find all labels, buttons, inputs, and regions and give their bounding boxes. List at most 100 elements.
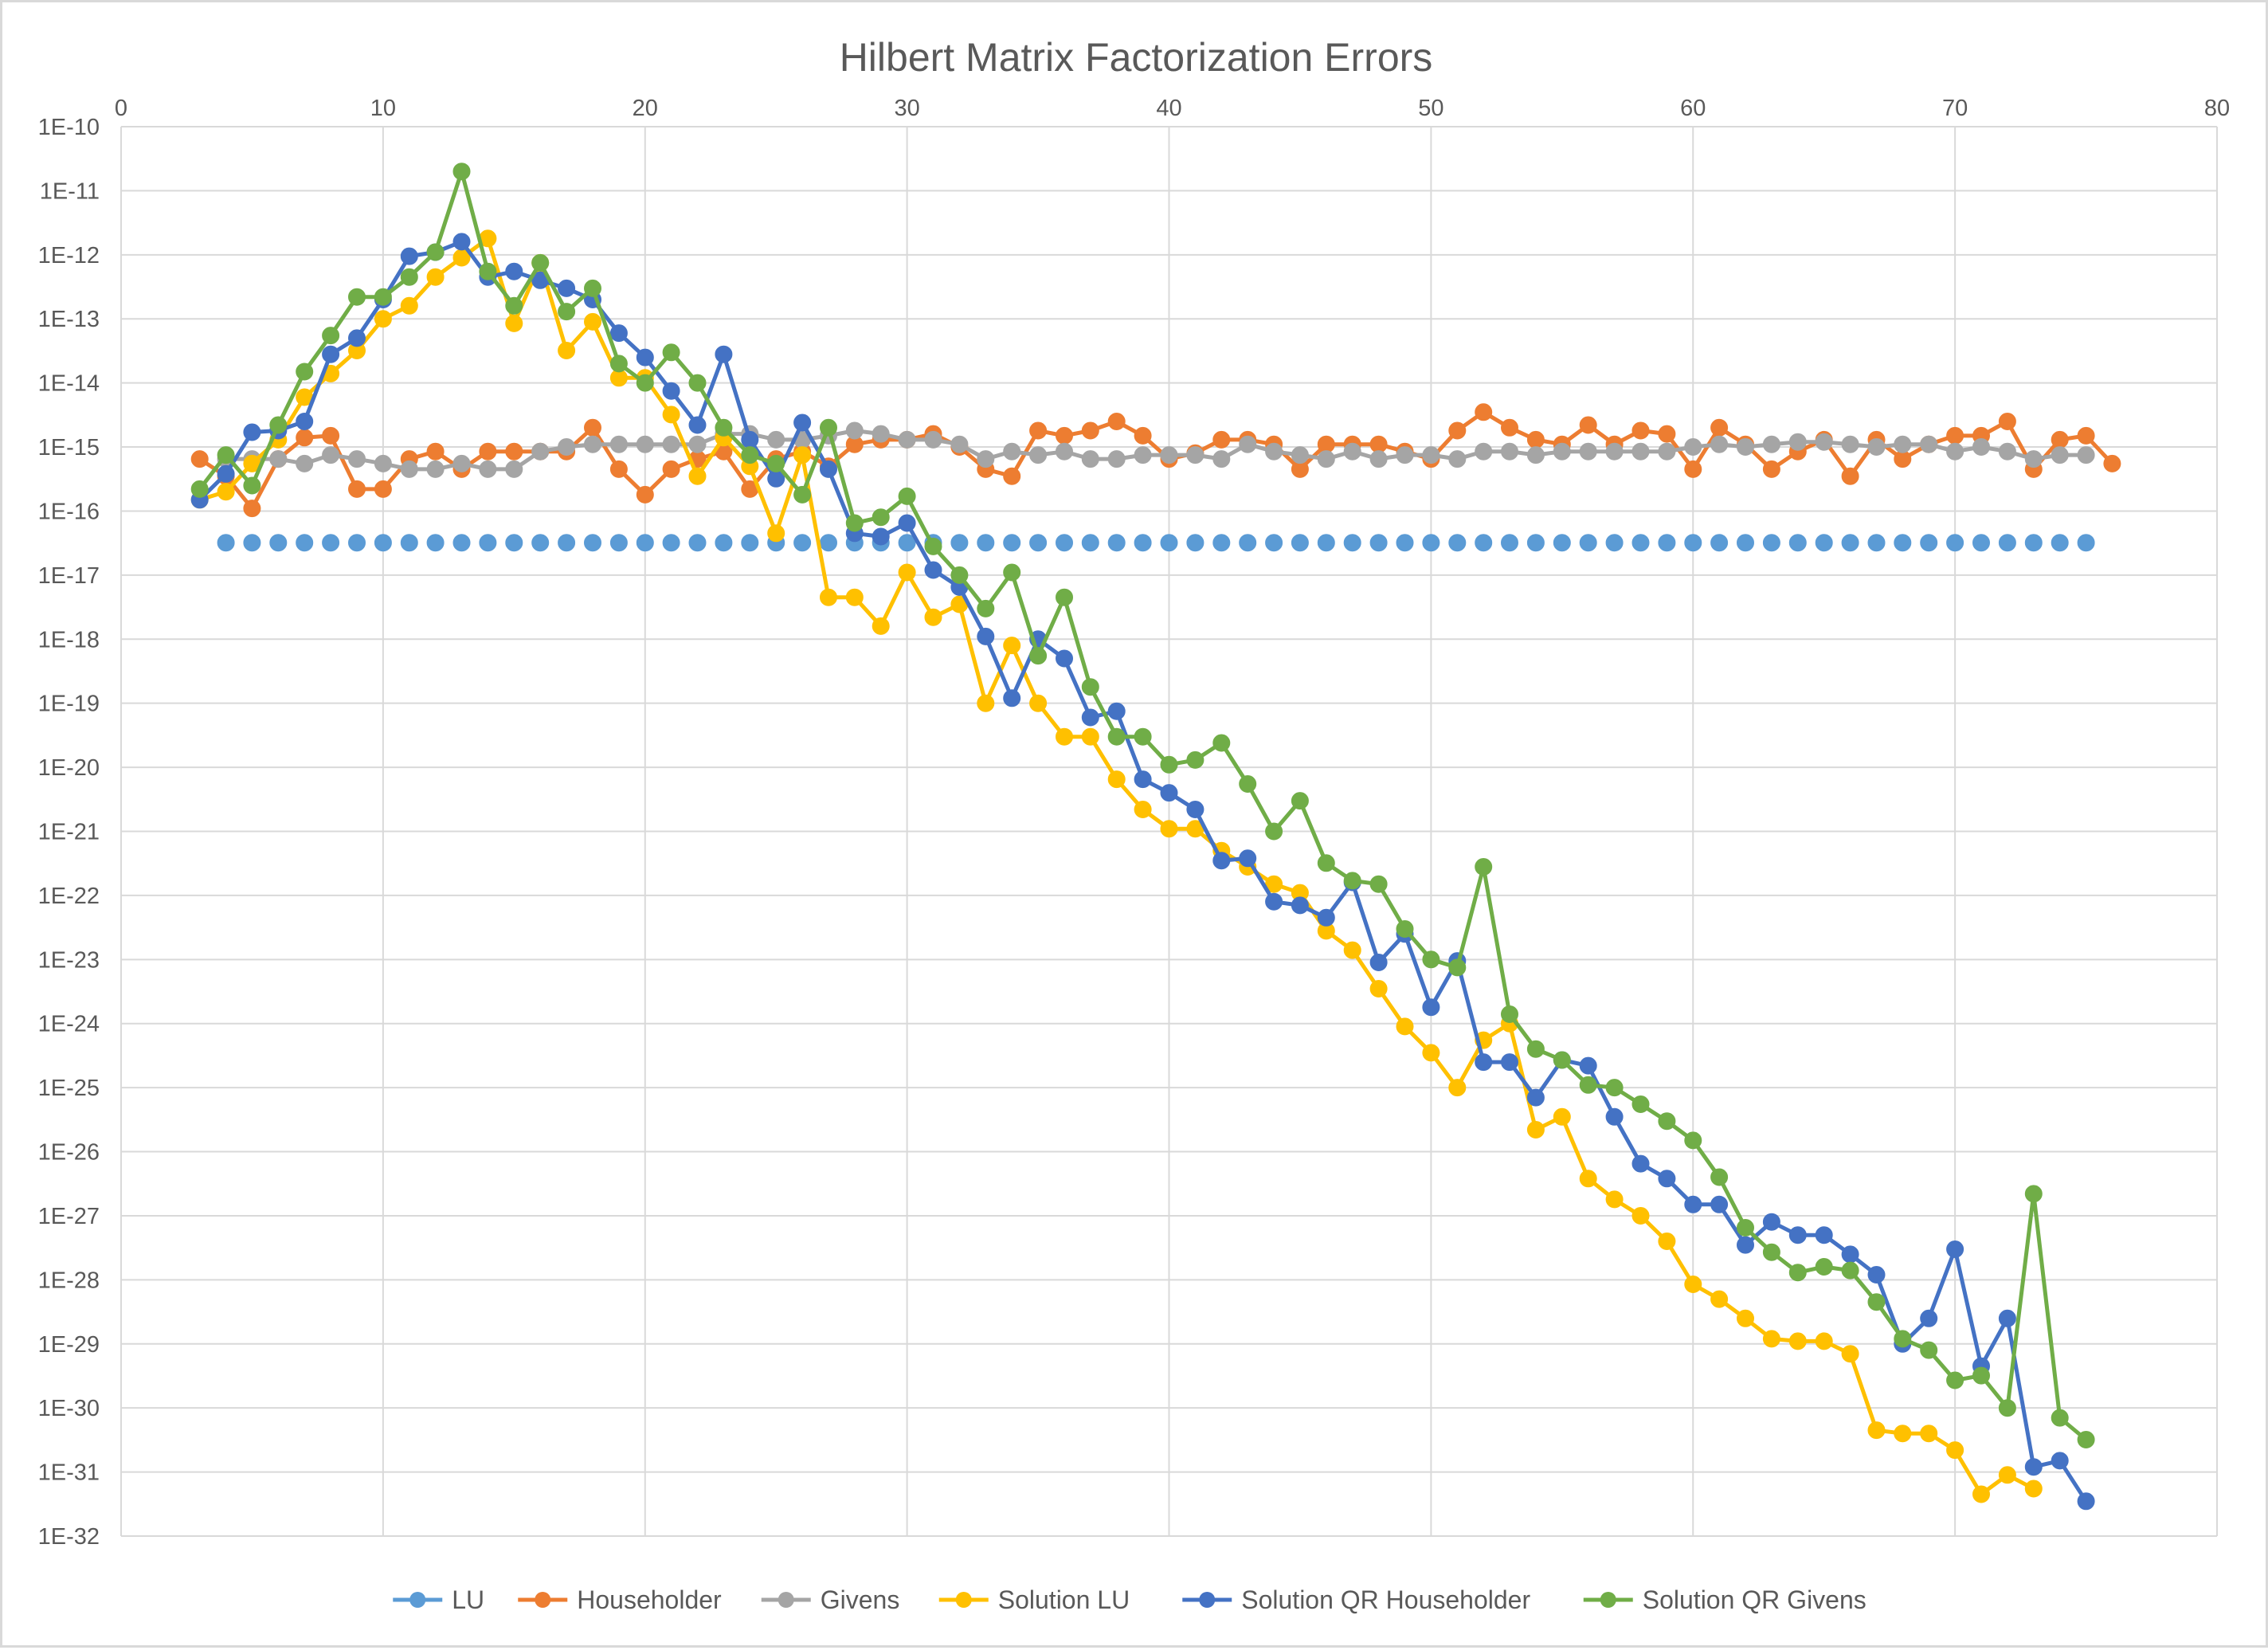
data-point	[1526, 1088, 1545, 1107]
data-point	[1134, 727, 1152, 746]
x-tick-label: 50	[1418, 96, 1443, 121]
data-point	[1867, 1266, 1886, 1284]
data-point	[1841, 467, 1859, 485]
data-point	[1265, 534, 1283, 552]
data-point	[1946, 442, 1964, 461]
data-point	[636, 348, 654, 366]
data-point	[505, 442, 523, 461]
data-point	[558, 279, 576, 297]
data-point	[1894, 435, 1912, 453]
data-point	[1029, 694, 1048, 712]
data-point	[322, 534, 340, 552]
x-tick-label: 80	[2204, 96, 2230, 121]
data-point	[1369, 954, 1388, 971]
data-point	[1631, 442, 1650, 461]
data-point	[1920, 534, 1938, 552]
data-point	[1710, 534, 1729, 552]
data-point	[741, 446, 759, 464]
data-point	[688, 467, 707, 485]
series-layer	[190, 163, 2121, 1511]
data-point	[1291, 896, 1309, 915]
data-point	[1396, 446, 1414, 464]
data-point	[1684, 1195, 1702, 1213]
data-point	[348, 288, 366, 306]
data-point	[2024, 1458, 2043, 1476]
data-point	[1003, 689, 1021, 707]
data-point	[1369, 875, 1388, 893]
data-point	[1317, 435, 1335, 453]
data-point	[426, 442, 445, 461]
data-point	[1369, 980, 1388, 997]
data-point	[1343, 941, 1361, 959]
data-point	[1343, 872, 1361, 890]
data-point	[322, 345, 340, 363]
legend-item: Givens	[761, 1585, 900, 1614]
data-point	[1107, 450, 1126, 468]
data-point	[1658, 1170, 1676, 1188]
data-point	[872, 508, 890, 527]
data-point	[1029, 421, 1048, 440]
data-point	[1894, 1425, 1912, 1443]
data-point	[1212, 734, 1231, 752]
data-point	[269, 534, 288, 552]
data-point	[1605, 1079, 1624, 1097]
data-point	[452, 454, 471, 472]
data-point	[400, 296, 418, 315]
data-point	[1396, 1017, 1414, 1036]
data-point	[1134, 801, 1152, 818]
data-point	[1343, 442, 1361, 461]
legend-label: LU	[452, 1585, 484, 1614]
series-solution-qr-givens	[190, 163, 2095, 1448]
data-point	[531, 534, 550, 552]
data-point	[688, 435, 707, 453]
data-point	[977, 627, 995, 645]
data-point	[1658, 534, 1676, 552]
data-point	[505, 534, 523, 552]
data-point	[1448, 421, 1467, 440]
data-point	[1815, 1258, 1833, 1276]
data-point	[1972, 1366, 1990, 1385]
data-point	[531, 253, 550, 272]
data-point	[1579, 416, 1597, 434]
data-point	[1788, 433, 1807, 451]
y-tick-label: 1E-17	[38, 563, 100, 589]
legend-item: Householder	[518, 1585, 722, 1614]
data-point	[269, 416, 288, 434]
data-point	[2077, 1431, 2095, 1448]
data-point	[609, 460, 628, 478]
data-point	[1631, 1095, 1650, 1113]
data-point	[584, 279, 601, 297]
axis-layer: 1E-10 1E-11 1E-12 1E-13 1E-14 1E-15 1E-16 1E-17…	[38, 96, 2231, 1550]
data-point	[1081, 534, 1099, 552]
data-point	[1762, 1243, 1780, 1261]
data-point	[1658, 1233, 1676, 1250]
data-point	[2077, 1492, 2095, 1511]
data-point	[1003, 563, 1021, 582]
data-point	[1003, 467, 1021, 485]
data-point	[1710, 1195, 1729, 1213]
data-point	[2024, 1480, 2043, 1498]
y-tick-label: 1E-32	[38, 1524, 100, 1550]
data-point	[1762, 460, 1780, 478]
data-point	[1081, 727, 1099, 746]
data-point	[924, 561, 942, 579]
data-point	[217, 464, 235, 483]
data-point	[2024, 534, 2043, 552]
data-point	[820, 460, 837, 478]
data-point	[190, 480, 209, 498]
data-point	[1684, 1276, 1702, 1293]
data-point	[348, 329, 366, 347]
data-point	[1998, 442, 2016, 461]
data-point	[426, 460, 445, 478]
data-point	[1579, 442, 1597, 461]
data-point	[793, 446, 812, 464]
data-point	[400, 460, 418, 478]
y-tick-label: 1E-27	[38, 1204, 100, 1229]
data-point	[1422, 950, 1440, 969]
legend-label: Givens	[821, 1585, 900, 1614]
data-point	[1658, 1112, 1676, 1131]
data-point	[2051, 1452, 2069, 1470]
data-point	[1239, 849, 1257, 868]
data-point	[1107, 770, 1126, 789]
data-point	[1526, 430, 1545, 449]
